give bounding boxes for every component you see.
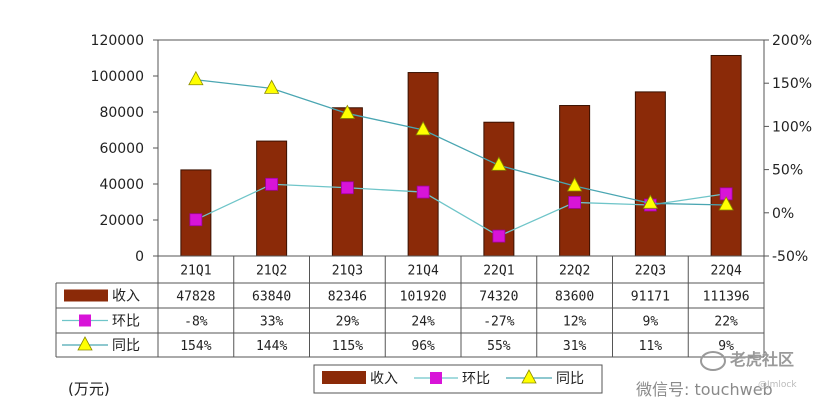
cell-收入-21Q3: 82346: [328, 290, 367, 305]
category-label-22Q1: 22Q1: [483, 264, 514, 279]
category-label-21Q3: 21Q3: [332, 264, 363, 279]
row-header-环比: 环比: [112, 314, 140, 330]
point-环比-21Q2: [265, 177, 279, 191]
cell-环比-22Q2: 12%: [563, 315, 587, 330]
left-tick-label: 40000: [99, 177, 144, 193]
right-tick-label: 150%: [772, 76, 812, 92]
bar-22Q4: [710, 54, 742, 257]
cell-同比-21Q2: 144%: [256, 339, 287, 354]
legend-key-marker: [430, 372, 442, 384]
unit-label: (万元): [68, 380, 110, 398]
watermark-sub: 微信号: touchweb: [636, 380, 773, 399]
row-header-收入: 收入: [112, 289, 140, 305]
line-同比: [195, 79, 727, 206]
point-环比-22Q2: [568, 196, 582, 209]
legend-label-同比: 同比: [556, 371, 584, 387]
point-同比-21Q4: [415, 121, 431, 136]
legend-label-收入: 收入: [370, 371, 398, 387]
cell-同比-22Q2: 31%: [563, 339, 587, 354]
cell-环比-21Q2: 33%: [260, 315, 284, 330]
left-tick-label: 0: [135, 249, 144, 265]
cell-环比-21Q4: 24%: [411, 315, 435, 330]
cell-同比-22Q3: 11%: [639, 339, 663, 354]
point-同比-22Q4: [718, 196, 734, 211]
point-环比-22Q1: [492, 229, 506, 243]
cell-收入-21Q2: 63840: [252, 290, 291, 305]
legend-key-bar: [322, 371, 366, 384]
cell-收入-22Q3: 91171: [631, 290, 670, 305]
legend-box: [313, 364, 603, 394]
point-同比-21Q2: [263, 79, 280, 94]
legend-label-环比: 环比: [462, 371, 490, 387]
left-tick-label: 120000: [91, 33, 144, 49]
cell-环比-22Q3: 9%: [643, 315, 659, 330]
cell-收入-22Q1: 74320: [479, 290, 518, 305]
left-tick-label: 80000: [99, 105, 144, 121]
row-header-同比: 同比: [112, 338, 140, 354]
cell-同比-21Q3: 115%: [332, 339, 363, 354]
legend-key-marker: [521, 369, 537, 384]
point-环比-21Q1: [189, 213, 203, 227]
right-tick-label: -50%: [772, 249, 808, 265]
row-key-marker: [77, 336, 93, 351]
cell-收入-22Q2: 83600: [555, 290, 594, 305]
point-同比-22Q2: [566, 177, 583, 192]
bar-21Q4: [407, 72, 439, 257]
tiger-community-icon: [700, 350, 726, 371]
right-tick-label: 50%: [772, 163, 803, 179]
left-tick-label: 20000: [99, 213, 144, 229]
cell-收入-21Q1: 47828: [176, 290, 215, 305]
category-label-22Q2: 22Q2: [559, 264, 590, 279]
cell-收入-22Q4: 111396: [703, 290, 750, 305]
cell-环比-22Q4: 22%: [714, 315, 738, 330]
point-同比-21Q1: [188, 70, 204, 86]
left-tick-label: 100000: [91, 69, 144, 85]
cell-同比-22Q1: 55%: [487, 339, 511, 354]
point-环比-21Q3: [340, 181, 354, 195]
line-环比: [195, 183, 727, 237]
point-同比-22Q3: [642, 194, 659, 209]
right-tick-label: 100%: [772, 119, 812, 135]
bar-21Q1: [180, 169, 212, 257]
watermark-main: 老虎社区: [700, 346, 794, 371]
point-同比-22Q1: [491, 156, 507, 171]
category-label-21Q4: 21Q4: [407, 264, 438, 279]
bar-22Q3: [634, 91, 666, 257]
cell-同比-21Q1: 154%: [180, 339, 211, 354]
cell-环比-21Q1: -8%: [184, 315, 208, 330]
cell-同比-21Q4: 96%: [411, 339, 435, 354]
watermark-main-text: 老虎社区: [730, 350, 795, 369]
point-环比-21Q4: [416, 185, 430, 199]
watermark-small: @Jmlock: [758, 380, 797, 390]
bar-21Q2: [256, 140, 288, 257]
row-key-bar: [64, 289, 108, 302]
right-tick-label: 200%: [772, 33, 812, 49]
cell-环比-22Q1: -27%: [483, 315, 514, 330]
left-tick-label: 60000: [99, 141, 144, 157]
row-key-marker: [79, 314, 91, 327]
cell-同比-22Q4: 9%: [718, 339, 734, 354]
point-同比-21Q3: [339, 104, 356, 119]
category-label-22Q4: 22Q4: [710, 264, 741, 279]
category-label-21Q1: 21Q1: [180, 264, 211, 279]
category-label-21Q2: 21Q2: [256, 264, 287, 279]
cell-环比-21Q3: 29%: [336, 315, 360, 330]
cell-收入-21Q4: 101920: [400, 290, 447, 305]
category-label-22Q3: 22Q3: [635, 264, 666, 279]
right-tick-label: 0%: [772, 206, 794, 222]
